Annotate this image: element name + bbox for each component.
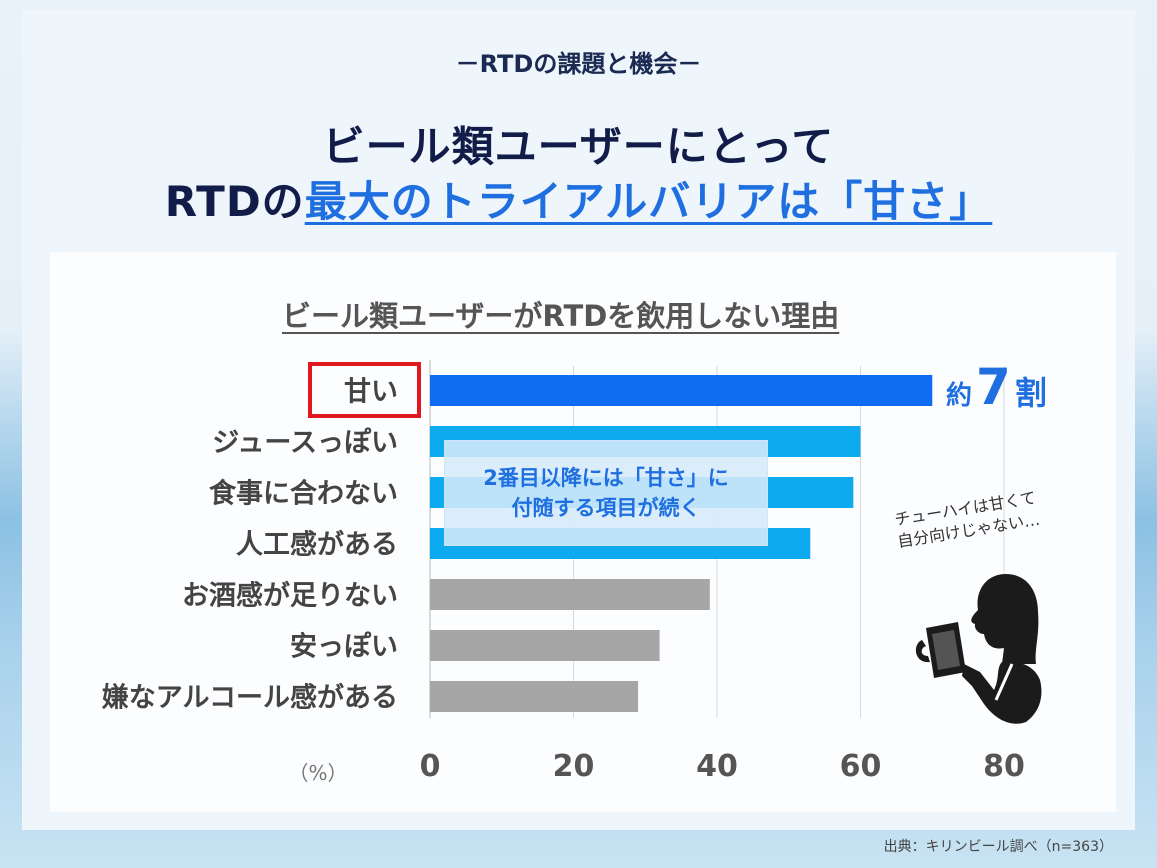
bar [430, 375, 933, 406]
top-reason-highlight-box [308, 362, 421, 418]
headline-prefix: RTDの [164, 177, 305, 226]
source-note: 出典：キリンビール調べ（n=363） [883, 839, 1113, 855]
x-tick-label: 60 [840, 749, 882, 784]
bar [430, 681, 639, 712]
x-tick-label: 20 [553, 749, 595, 784]
category-label: 食事に合わない [209, 478, 398, 510]
headline-highlight: 最大のトライアルバリアは「甘さ」 [304, 177, 993, 226]
category-label: 甘い [344, 377, 398, 408]
bar [430, 579, 710, 610]
headline-line1: ビール類ユーザーにとって [322, 122, 835, 171]
category-label: 安っぽい [290, 631, 398, 663]
x-tick-label: 0 [420, 749, 441, 784]
category-label: 人工感がある [236, 529, 398, 561]
slide-subtitle: －RTDの課題と機会－ [455, 50, 702, 78]
chart-title: ビール類ユーザーがRTDを飲用しない理由 [282, 299, 840, 333]
x-tick-label: 80 [983, 749, 1025, 784]
x-tick-label: 40 [696, 749, 738, 784]
headline-line2: RTDの最大のトライアルバリアは「甘さ」 [0, 168, 1157, 229]
category-label: お酒感が足りない [182, 580, 398, 612]
bar [430, 630, 660, 661]
top-bar-annotation: 約7 割 [946, 358, 1047, 416]
category-label: 嫌なアルコール感がある [102, 682, 398, 714]
unit-label: （%） [288, 761, 347, 785]
callout-line2: 付随する項目が続く [511, 496, 701, 520]
callout-line1: 2番目以降には「甘さ」に [483, 466, 729, 490]
callout-box: 2番目以降には「甘さ」に 付随する項目が続く [444, 440, 768, 546]
category-label: ジュースっぽい [212, 427, 398, 459]
